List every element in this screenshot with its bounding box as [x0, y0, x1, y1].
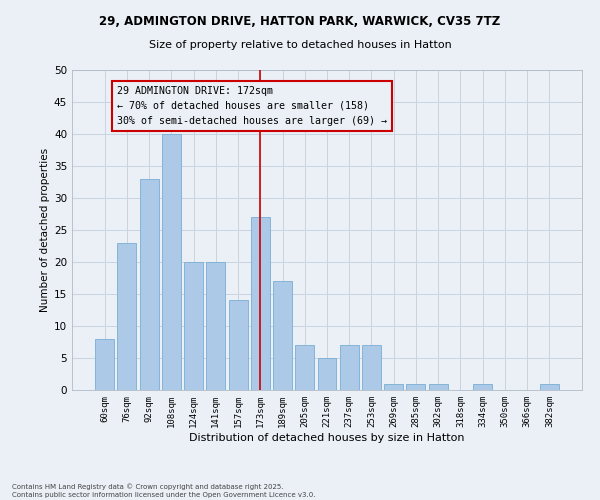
- Bar: [406, 384, 425, 390]
- Y-axis label: Number of detached properties: Number of detached properties: [40, 148, 50, 312]
- Bar: [95, 339, 114, 390]
- Bar: [229, 300, 248, 390]
- Bar: [184, 262, 203, 390]
- Bar: [429, 384, 448, 390]
- Bar: [118, 243, 136, 390]
- Bar: [340, 345, 359, 390]
- Bar: [317, 358, 337, 390]
- Bar: [362, 345, 381, 390]
- Text: Contains HM Land Registry data © Crown copyright and database right 2025.
Contai: Contains HM Land Registry data © Crown c…: [12, 484, 316, 498]
- Bar: [162, 134, 181, 390]
- Text: 29, ADMINGTON DRIVE, HATTON PARK, WARWICK, CV35 7TZ: 29, ADMINGTON DRIVE, HATTON PARK, WARWIC…: [100, 15, 500, 28]
- Bar: [384, 384, 403, 390]
- X-axis label: Distribution of detached houses by size in Hatton: Distribution of detached houses by size …: [189, 432, 465, 442]
- Text: Size of property relative to detached houses in Hatton: Size of property relative to detached ho…: [149, 40, 451, 50]
- Bar: [295, 345, 314, 390]
- Text: 29 ADMINGTON DRIVE: 172sqm
← 70% of detached houses are smaller (158)
30% of sem: 29 ADMINGTON DRIVE: 172sqm ← 70% of deta…: [117, 86, 387, 126]
- Bar: [251, 217, 270, 390]
- Bar: [273, 281, 292, 390]
- Bar: [206, 262, 225, 390]
- Bar: [140, 179, 158, 390]
- Bar: [473, 384, 492, 390]
- Bar: [540, 384, 559, 390]
